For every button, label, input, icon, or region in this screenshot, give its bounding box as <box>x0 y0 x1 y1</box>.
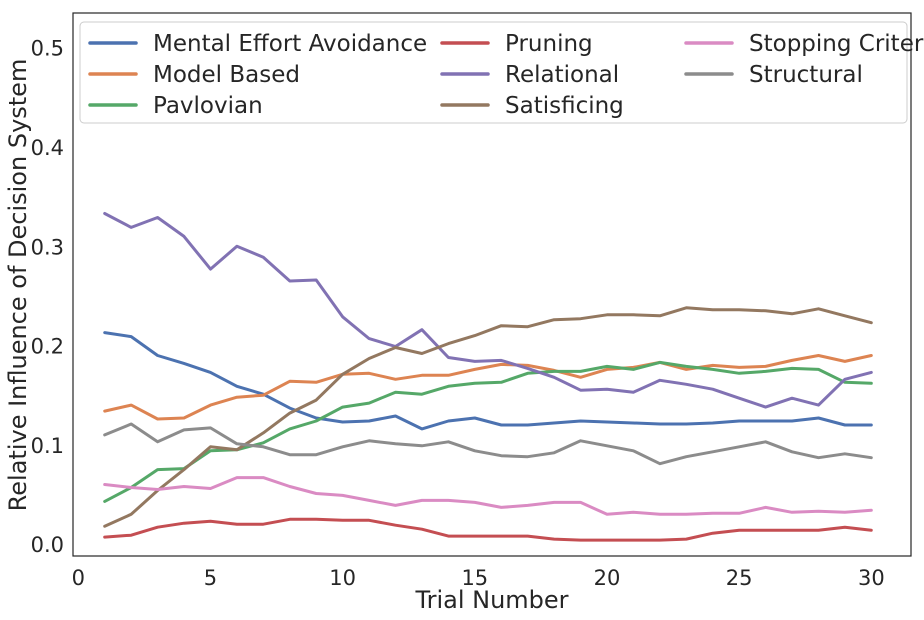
legend: Mental Effort Avoidance Model Based Pavlov… <box>79 21 924 124</box>
y-tick-label: 0.3 <box>31 235 64 259</box>
series-line-model-based <box>103 354 873 421</box>
x-tick-label: 0 <box>72 566 85 590</box>
legend-label: Stopping Criteria <box>749 31 924 57</box>
x-tick-label: 5 <box>204 566 217 590</box>
legend-item-structural: Structural <box>684 62 863 88</box>
series-line-structural <box>103 422 873 466</box>
legend-item-mental-effort-avoidance: Mental Effort Avoidance <box>88 31 427 57</box>
y-tick-label: 0.4 <box>31 136 64 160</box>
x-tick-label: 30 <box>858 566 885 590</box>
legend-box <box>79 21 908 124</box>
legend-item-satisficing: Satisficing <box>440 93 624 119</box>
series-line-mental-effort-avoidance <box>103 331 873 431</box>
plot-frame <box>72 12 912 557</box>
legend-items: Mental Effort Avoidance Model Based Pavlov… <box>88 31 924 119</box>
y-axis: 0.0 0.1 0.2 0.3 0.4 0.5 <box>31 37 64 557</box>
series-layer <box>103 212 873 542</box>
series-line-pruning <box>103 517 873 542</box>
x-tick-label: 10 <box>329 566 356 590</box>
legend-label: Satisficing <box>505 93 624 119</box>
legend-label: Relational <box>505 62 619 88</box>
legend-item-model-based: Model Based <box>88 62 300 88</box>
series-line-relational <box>103 212 873 409</box>
legend-item-stopping-criteria: Stopping Criteria <box>684 31 924 57</box>
legend-label: Pavlovian <box>153 93 263 119</box>
x-tick-label: 20 <box>594 566 621 590</box>
legend-label: Mental Effort Avoidance <box>153 31 427 57</box>
x-tick-label: 15 <box>461 566 488 590</box>
x-axis: 0 5 10 15 20 25 30 <box>72 566 885 590</box>
legend-label: Structural <box>749 62 863 88</box>
legend-label: Model Based <box>153 62 300 88</box>
x-axis-title: Trial Number <box>414 586 568 614</box>
y-tick-label: 0.2 <box>31 335 64 359</box>
legend-item-pruning: Pruning <box>440 31 593 57</box>
y-axis-title: Relative Influence of Decision System <box>4 59 32 512</box>
series-line-stopping-criteria <box>103 476 873 516</box>
legend-item-pavlovian: Pavlovian <box>88 93 263 119</box>
y-tick-label: 0.0 <box>31 533 64 557</box>
series-line-satisficing <box>103 306 873 528</box>
y-tick-label: 0.5 <box>31 37 64 61</box>
y-tick-label: 0.1 <box>31 434 64 458</box>
legend-item-relational: Relational <box>440 62 619 88</box>
x-tick-label: 25 <box>726 566 753 590</box>
legend-label: Pruning <box>505 31 593 57</box>
